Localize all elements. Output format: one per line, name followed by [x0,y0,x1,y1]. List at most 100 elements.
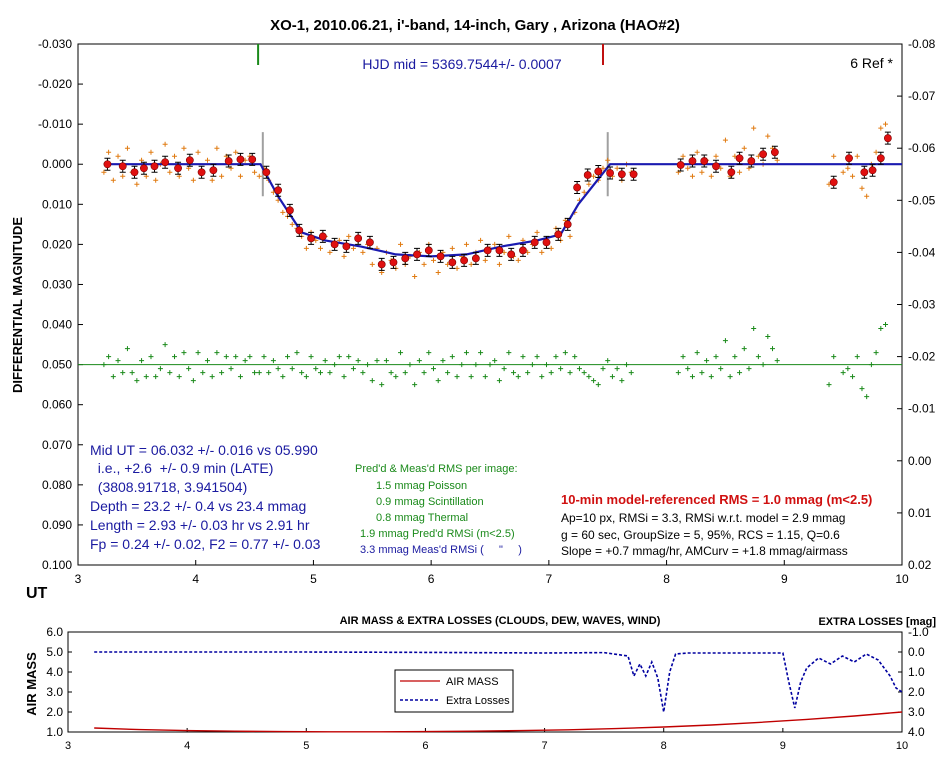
rms-line: Pred'd & Meas'd RMS per image: [355,463,518,475]
summary-line: Depth = 23.2 +/- 0.4 vs 23.4 mmag [90,498,306,514]
extra-losses-y-axis: -1.0 0.0 1.0 2.0 3.0 4.0 [898,625,929,739]
x-tick-label: 6 [428,572,435,586]
residual-point [336,354,342,360]
raw-point [859,185,865,191]
residual-point [595,382,601,388]
air-mass-chart: AIR MASS & EXTRA LOSSES (CLOUDS, DEW, WA… [24,615,936,752]
air-mass-y-tick-label: 2.0 [46,705,63,719]
raw-point [237,173,243,179]
binned-point [248,155,257,164]
residual-point [350,366,356,372]
binned-point [676,161,685,169]
residual-point [256,370,262,376]
binned-point [876,154,885,163]
y-axis-left: -0.030 -0.020 -0.010 0.000 0.010 0.020 0.030 0.… [38,37,83,572]
residual-point [624,362,630,368]
binned-point [354,234,363,243]
residual-point [454,374,460,380]
light-curve-chart: XO-1, 2010.06.21, i'-band, 14-inch, Gary… [10,17,936,602]
binned-point [209,166,218,175]
extra-losses-tick-label: 3.0 [908,705,925,719]
residual-point [675,370,681,376]
binned-point [401,254,410,263]
binned-point [130,168,139,177]
raw-point [840,169,846,175]
raw-point [327,249,333,255]
raw-point [850,173,856,179]
residual-point [562,350,568,356]
binned-point [770,148,779,157]
binned-point [542,238,551,247]
residual-point [468,374,474,380]
raw-point [878,125,884,131]
residual-point [746,366,752,372]
binned-point [845,154,853,163]
residual-point [430,366,436,372]
y2-tick-label: -0.02 [908,350,936,364]
air-mass-x-tick-label: 7 [542,740,548,752]
residual-point [228,366,234,372]
raw-point [412,273,418,279]
binned-point [424,246,433,255]
binned-point [519,246,527,255]
residual-point [718,366,724,372]
binned-point [436,252,445,261]
binned-point [483,246,492,255]
x-tick-label: 8 [663,572,670,586]
summary-line: Fp = 0.24 +/- 0.02, F2 = 0.77 +/- 0.03 [90,536,321,552]
raw-point [751,125,757,131]
air-mass-y-tick-label: 3.0 [46,685,63,699]
raw-point [195,149,201,155]
residual-point [327,370,333,376]
residual-point [558,366,564,372]
residual-point [591,378,597,384]
binned-point [330,240,339,249]
residual-point [492,358,498,364]
residual-point [435,378,441,384]
residual-point [854,354,860,360]
residual-point [242,358,248,364]
residual-point [506,350,512,356]
model-rms-block: 10-min model-referenced RMS = 1.0 mmag (… [561,492,872,558]
binned-point [307,234,315,243]
legend: AIR MASS Extra Losses [394,669,514,713]
model-rms-line: Slope = +0.7 mmag/hr, AMCurv = +1.8 mmag… [561,544,848,558]
residual-point [878,326,884,332]
raw-point [167,169,173,175]
y2-tick-label: -0.04 [908,245,936,259]
x-axis-label: UT [26,585,48,602]
residual-point [421,370,427,376]
raw-point [134,181,140,187]
binned-point [118,162,127,171]
binned-point [606,169,614,177]
raw-point [685,165,691,171]
residual-point [134,378,140,384]
y2-tick-label: -0.03 [908,298,936,312]
raw-point [586,181,592,187]
residual-point [605,358,611,364]
raw-point [430,257,436,263]
air-mass-chart-title: AIR MASS & EXTRA LOSSES (CLOUDS, DEW, WA… [340,615,661,627]
residual-point [737,370,743,376]
air-mass-plot-frame [67,631,903,733]
summary-line: i.e., +2.6 +/- 0.9 min (LATE) [90,460,273,476]
residual-point [209,374,215,380]
raw-point [252,169,258,175]
residual-point [708,374,714,380]
residual-point [162,342,168,348]
raw-point [600,165,606,171]
y2-tick-label: -0.06 [908,141,936,155]
residual-point [294,350,300,356]
residual-point [463,350,469,356]
raw-point [214,145,220,151]
residual-point [619,378,625,384]
raw-point [468,261,474,267]
raw-point [515,257,521,263]
residual-point [120,370,126,376]
air-mass-x-tick-label: 10 [896,740,908,752]
residual-point [586,374,592,380]
binned-point [448,258,457,267]
residual-point [308,354,314,360]
y2-tick-label: -0.08 [908,37,936,51]
raw-point [209,177,215,183]
